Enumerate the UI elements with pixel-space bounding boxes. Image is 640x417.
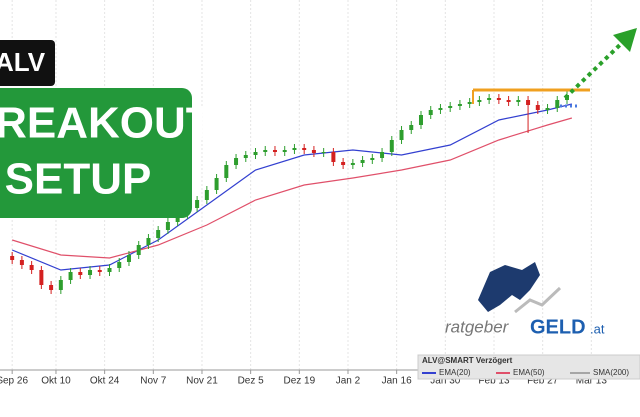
candle-body — [49, 285, 54, 290]
x-tick-label: Sep 26 — [0, 376, 28, 387]
logo-bull — [478, 262, 540, 312]
legend: ALV@SMART Verzögert EMA(20) EMA(50) SMA(2… — [417, 354, 640, 380]
candle-body — [97, 270, 102, 272]
logo-trend — [514, 286, 562, 314]
candle-body — [146, 238, 151, 245]
candle-body — [10, 256, 15, 260]
candle-body — [204, 190, 209, 200]
candle-body — [58, 280, 63, 290]
candle-body — [282, 150, 287, 152]
candle-body — [545, 108, 550, 110]
candle-body — [457, 104, 462, 106]
headline: SETUP — [5, 155, 152, 204]
breakout-arrow — [563, 38, 627, 100]
logo-text: ratgeber — [445, 317, 510, 336]
candle-body — [516, 100, 521, 102]
x-tick-label: Okt 10 — [41, 376, 71, 387]
logo: ratgeber GELD .at — [445, 262, 605, 338]
candle-body — [341, 162, 346, 165]
candle-body — [331, 152, 336, 162]
plot — [10, 91, 573, 294]
candle-body — [107, 268, 112, 272]
candle-body — [302, 148, 307, 150]
candle-body — [165, 222, 170, 230]
candle-body — [29, 265, 34, 270]
legend-items: EMA(20) EMA(50) — [422, 368, 545, 377]
candle-body — [467, 102, 472, 104]
candle-body — [126, 255, 131, 262]
candle-body — [263, 150, 268, 152]
candle-body — [526, 100, 531, 105]
candle-body — [234, 158, 239, 165]
candle-body — [389, 140, 394, 152]
candle-body — [555, 100, 560, 108]
headline-box — [0, 88, 192, 218]
candle-body — [243, 155, 248, 158]
x-axis-labels: Sep 26 Okt 10 Okt 24 Nov 7 Nov 21 Dez 5 Dez 19… — [0, 370, 607, 387]
candle-body — [448, 106, 453, 108]
x-tick-label: Jan 16 — [382, 376, 412, 387]
x-tick-label: Dez 5 — [238, 376, 265, 387]
candle-body — [428, 110, 433, 115]
candle-body — [438, 108, 443, 110]
candle-body — [19, 260, 24, 265]
x-tick-label: Feb 27 — [527, 376, 559, 387]
candle-body — [380, 152, 385, 158]
x-tick-label: Jan 2 — [336, 376, 361, 387]
candle-body — [78, 272, 83, 275]
candle-body — [477, 100, 482, 102]
headline: BREAKOUT — [0, 99, 213, 148]
candle-body — [535, 105, 540, 110]
logo-text: GELD — [530, 316, 586, 338]
candle-body — [224, 165, 229, 178]
candle-body — [39, 270, 44, 285]
candle-body — [117, 262, 122, 268]
candle-body — [370, 158, 375, 160]
candle-body — [156, 230, 161, 238]
legend-box — [417, 354, 640, 380]
candle-body — [253, 152, 258, 155]
candle-body — [321, 152, 326, 153]
candle-body — [68, 272, 73, 280]
candle-body — [175, 215, 180, 222]
candle-body — [506, 100, 511, 102]
candle-body — [399, 130, 404, 140]
legend-label: EMA(20) — [439, 368, 471, 377]
candle-body — [487, 98, 492, 100]
ticker: ALV — [0, 47, 46, 77]
x-tick-label: Jan 30 — [430, 376, 460, 387]
logo-text: .at — [590, 321, 605, 336]
candle-body — [136, 245, 141, 255]
candle-body — [214, 178, 219, 190]
ticker-box — [0, 40, 55, 86]
legend-title: ALV@SMART Verzögert — [422, 356, 513, 365]
candle-body — [88, 270, 93, 275]
candle-body — [350, 163, 355, 165]
x-tick-label: Okt 24 — [90, 376, 120, 387]
ema-line — [11, 117, 573, 259]
breakout-arrow-head — [613, 28, 637, 52]
candle-body — [496, 98, 501, 100]
x-tick-label: Mar 13 — [576, 376, 608, 387]
candle-body — [418, 115, 423, 125]
candle-body — [360, 160, 365, 163]
x-tick-label: Nov 7 — [140, 376, 167, 387]
x-tick-label: Feb 13 — [478, 376, 510, 387]
candle-body — [292, 148, 297, 150]
legend-label: EMA(50) — [513, 368, 545, 377]
candle-body — [195, 200, 200, 208]
candle-body — [272, 150, 277, 152]
candle-body — [311, 150, 316, 153]
x-tick-label: Dez 19 — [283, 376, 315, 387]
legend-label: SMA(200) — [593, 368, 629, 377]
x-tick-label: Nov 21 — [186, 376, 218, 387]
candle-body — [409, 125, 414, 130]
